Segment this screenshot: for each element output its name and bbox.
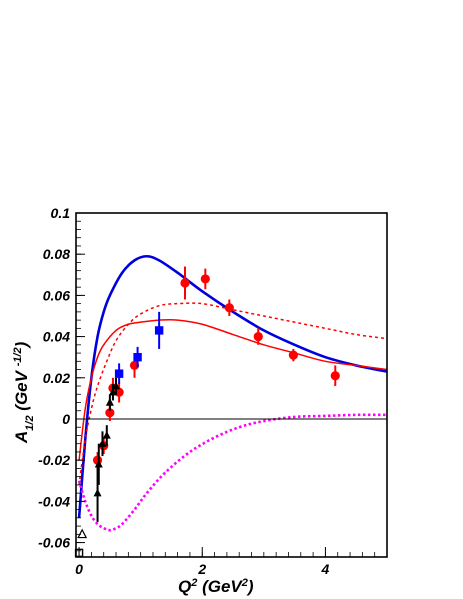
y-tick-label: 0.06 — [43, 287, 70, 303]
data-point-s1-11 — [288, 350, 298, 360]
y-tick-label: 0.08 — [43, 246, 70, 262]
y-tick-label: 0.04 — [43, 329, 70, 345]
data-point-s3-6 — [108, 387, 117, 396]
data-point-s2-1 — [114, 369, 124, 378]
data-point-s1-7 — [180, 278, 190, 288]
tick-labels: -0.06 -0.04 -0.02 0 0.02 0.04 0.06 0.08 0.1 0 2 4 — [38, 205, 329, 577]
plot-frame-rect — [75, 212, 388, 558]
y-tick-label: -0.02 — [38, 452, 70, 468]
data-point-s3-4 — [102, 430, 111, 439]
data-point-s1-10 — [253, 331, 263, 342]
data-point-s1-3 — [105, 408, 115, 418]
y-axis-title: A1/2 (GeV -1/2) — [12, 341, 36, 444]
data-point-s3-3 — [98, 439, 107, 447]
x-tick-label: 4 — [321, 561, 330, 577]
data-point-s3-5 — [105, 398, 114, 406]
data-point-s3-7 — [112, 381, 121, 390]
plot-frame — [75, 212, 388, 558]
x-tick-label: 2 — [197, 561, 206, 577]
data-point-s1-9 — [224, 303, 234, 313]
data-point-s2-3 — [154, 326, 164, 335]
data-point-s3-1 — [93, 488, 102, 497]
x-axis-title: Q2 (GeV2) — [178, 577, 254, 596]
data-points — [74, 266, 340, 558]
y-tick-label: 0 — [62, 411, 70, 427]
x-tick-label: 0 — [75, 561, 83, 577]
data-point-s2-2 — [133, 352, 142, 362]
axis-ticks — [76, 212, 388, 557]
model-curve-2 — [78, 318, 387, 461]
y-tick-label: -0.06 — [38, 535, 70, 551]
data-point-s1-12 — [330, 371, 340, 381]
data-point-s4-1 — [77, 528, 88, 539]
model-curve-1 — [77, 254, 387, 518]
data-point-s1-8 — [200, 274, 210, 284]
model-curves — [77, 254, 387, 532]
y-tick-label: 0.1 — [51, 205, 71, 221]
data-point-s3-2 — [94, 459, 103, 468]
model-curve-3 — [78, 302, 387, 486]
model-curve-4 — [77, 413, 387, 532]
y-tick-label: -0.04 — [38, 493, 70, 509]
y-tick-label: 0.02 — [43, 370, 70, 386]
